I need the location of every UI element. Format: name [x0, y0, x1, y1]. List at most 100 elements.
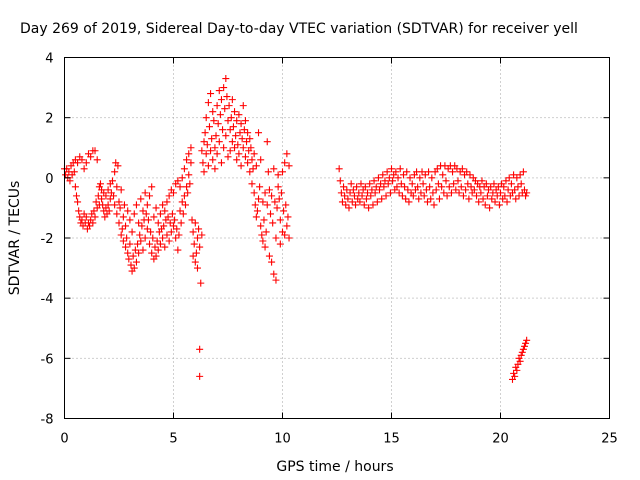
data-point [491, 198, 499, 206]
data-point [343, 186, 351, 194]
data-point [350, 192, 358, 200]
data-point [283, 222, 291, 230]
data-point [174, 246, 182, 254]
data-point [233, 156, 241, 164]
data-point [389, 177, 397, 185]
grid-lines [64, 57, 610, 419]
data-point [80, 165, 88, 173]
data-point [378, 195, 386, 203]
data-point [268, 258, 276, 266]
data-point [139, 246, 147, 254]
data-point [235, 150, 243, 158]
data-point [192, 249, 200, 257]
data-point [481, 201, 489, 209]
data-point [227, 114, 235, 122]
data-point [274, 171, 282, 179]
data-point [204, 99, 212, 107]
data-point [239, 102, 247, 110]
data-point [285, 162, 293, 170]
data-point [87, 153, 95, 161]
data-point [497, 189, 504, 197]
data-point [74, 159, 82, 167]
data-point [383, 168, 391, 176]
data-point [376, 186, 384, 194]
data-point [142, 210, 150, 218]
data-point [198, 147, 206, 155]
data-point [370, 177, 378, 185]
data-point [348, 198, 356, 206]
data-point [136, 231, 144, 239]
data-point [141, 234, 149, 242]
data-point [355, 189, 363, 197]
data-point [257, 156, 265, 164]
data-point [211, 165, 219, 173]
data-point [251, 201, 259, 209]
data-point [170, 222, 177, 230]
data-point [156, 210, 164, 218]
data-point [404, 186, 412, 194]
data-point [187, 159, 195, 167]
data-point [422, 186, 430, 194]
data-point [146, 240, 154, 248]
data-point [202, 114, 210, 122]
data-point [516, 171, 524, 179]
data-point [425, 168, 433, 176]
data-point [275, 195, 283, 203]
data-point [478, 177, 486, 185]
data-point [176, 207, 184, 215]
data-point [163, 198, 171, 206]
data-point [179, 210, 187, 218]
data-point [126, 240, 134, 248]
data-point [513, 366, 521, 374]
data-point [388, 165, 395, 173]
data-point [340, 183, 348, 191]
data-point [361, 183, 369, 191]
data-point [185, 171, 193, 179]
data-point [93, 156, 101, 164]
data-point [500, 183, 508, 191]
data-point [248, 180, 256, 188]
data-point [96, 180, 104, 188]
data-point [259, 198, 267, 206]
data-point [208, 135, 216, 143]
data-point [249, 165, 257, 173]
data-point [416, 174, 424, 182]
y-tick-label: 2 [45, 112, 53, 127]
data-point [216, 111, 224, 119]
data-point [94, 192, 102, 200]
data-point [164, 213, 172, 221]
data-point [457, 183, 465, 191]
data-point [346, 189, 354, 197]
data-point [118, 225, 126, 233]
data-point [516, 357, 524, 365]
data-point [274, 183, 282, 191]
data-point [435, 195, 443, 203]
data-point [401, 183, 409, 191]
data-point [272, 276, 280, 284]
data-point [148, 249, 156, 257]
x-tick-label: 15 [383, 432, 400, 447]
data-point [117, 186, 125, 194]
data-point [237, 120, 245, 128]
data-point [130, 210, 138, 218]
data-point [75, 207, 83, 215]
data-point [90, 207, 98, 215]
data-point [263, 138, 271, 146]
data-point [402, 195, 410, 203]
data-point [190, 240, 198, 248]
data-point [373, 198, 381, 206]
data-point [282, 201, 290, 209]
data-point [267, 210, 275, 218]
data-point [523, 189, 531, 197]
data-point [214, 120, 222, 128]
data-point [89, 219, 97, 227]
data-point [279, 168, 286, 176]
data-point [417, 189, 425, 197]
data-point [183, 183, 191, 191]
data-point [178, 198, 186, 206]
data-point [433, 165, 441, 173]
data-point [228, 138, 236, 146]
data-point [396, 165, 404, 173]
data-point [166, 219, 174, 227]
data-point [382, 192, 390, 200]
